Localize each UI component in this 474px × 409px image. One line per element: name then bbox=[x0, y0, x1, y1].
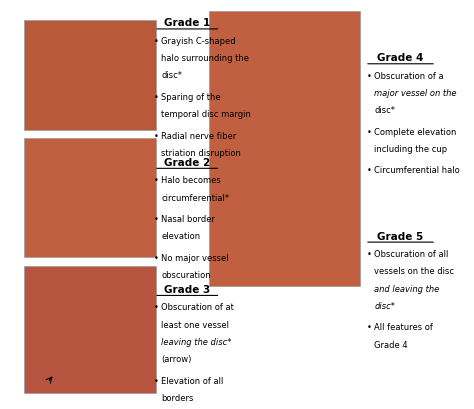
Text: Sparing of the: Sparing of the bbox=[161, 93, 221, 101]
Text: Grade 3: Grade 3 bbox=[164, 284, 210, 294]
Text: •: • bbox=[154, 131, 159, 140]
Text: disc*: disc* bbox=[161, 71, 182, 80]
Text: Obscuration of all: Obscuration of all bbox=[374, 249, 449, 258]
Text: Nasal border: Nasal border bbox=[161, 215, 215, 223]
Text: elevation: elevation bbox=[161, 231, 201, 240]
Text: Grade 2: Grade 2 bbox=[164, 157, 210, 167]
Text: and leaving the: and leaving the bbox=[374, 284, 440, 293]
Text: •: • bbox=[154, 215, 159, 223]
Text: •: • bbox=[154, 176, 159, 185]
Text: Grade 5: Grade 5 bbox=[377, 231, 424, 241]
Text: Halo becomes: Halo becomes bbox=[161, 176, 221, 185]
Text: vessels on the disc: vessels on the disc bbox=[374, 267, 455, 276]
Text: leaving the disc*: leaving the disc* bbox=[161, 337, 232, 346]
Text: Circumferential halo: Circumferential halo bbox=[374, 166, 460, 175]
Text: striation disruption: striation disruption bbox=[161, 148, 241, 157]
Text: •: • bbox=[154, 375, 159, 384]
Text: •: • bbox=[154, 93, 159, 101]
Text: Obscuration of at: Obscuration of at bbox=[161, 303, 234, 312]
Text: •: • bbox=[367, 322, 372, 331]
Text: •: • bbox=[367, 249, 372, 258]
Text: disc*: disc* bbox=[374, 301, 395, 310]
Bar bbox=[24, 20, 156, 131]
Text: •: • bbox=[367, 166, 372, 175]
Text: obscuration: obscuration bbox=[161, 270, 211, 279]
Text: Grade 1: Grade 1 bbox=[164, 18, 210, 28]
Text: borders: borders bbox=[161, 393, 193, 402]
Text: No major vessel: No major vessel bbox=[161, 253, 229, 262]
Text: •: • bbox=[367, 72, 372, 81]
Text: temporal disc margin: temporal disc margin bbox=[161, 110, 251, 119]
Text: least one vessel: least one vessel bbox=[161, 320, 229, 329]
Text: circumferential*: circumferential* bbox=[161, 193, 229, 202]
Text: disc*: disc* bbox=[374, 106, 395, 115]
Text: Grade 4: Grade 4 bbox=[374, 339, 408, 348]
Text: Grayish C-shaped: Grayish C-shaped bbox=[161, 37, 236, 46]
Text: Elevation of all: Elevation of all bbox=[161, 375, 224, 384]
Text: (arrow): (arrow) bbox=[161, 354, 191, 363]
Text: Radial nerve fiber: Radial nerve fiber bbox=[161, 131, 237, 140]
Text: •: • bbox=[154, 303, 159, 312]
Text: including the cup: including the cup bbox=[374, 145, 447, 153]
Bar bbox=[24, 139, 156, 258]
Text: •: • bbox=[154, 37, 159, 46]
Bar bbox=[209, 12, 360, 286]
Text: major vessel on the: major vessel on the bbox=[374, 89, 457, 98]
Text: Obscuration of a: Obscuration of a bbox=[374, 72, 444, 81]
Text: Complete elevation: Complete elevation bbox=[374, 128, 457, 136]
Bar bbox=[24, 266, 156, 393]
Text: All features of: All features of bbox=[374, 322, 433, 331]
Text: Grade 4: Grade 4 bbox=[377, 53, 424, 63]
Text: •: • bbox=[154, 253, 159, 262]
Text: halo surrounding the: halo surrounding the bbox=[161, 54, 249, 63]
Text: •: • bbox=[367, 128, 372, 136]
